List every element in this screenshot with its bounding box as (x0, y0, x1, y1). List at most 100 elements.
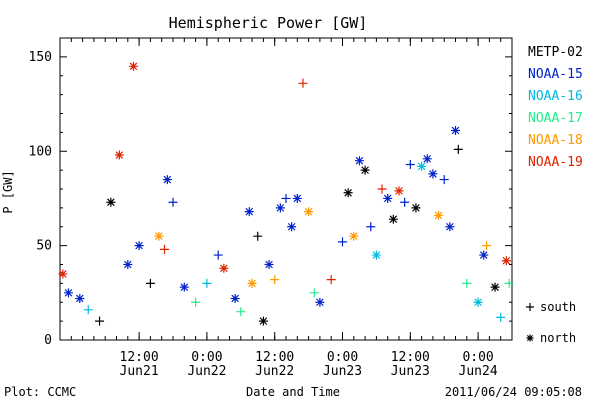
data-point-north (219, 263, 229, 273)
legend-entry: METP-02 (528, 45, 583, 60)
data-point-north (473, 297, 483, 307)
x-tick-sublabel: Jun21 (120, 364, 159, 379)
data-point-north (75, 293, 85, 303)
y-tick-label: 0 (44, 333, 52, 348)
data-point-north (383, 193, 393, 203)
chart-title: Hemispheric Power [GW] (169, 14, 368, 32)
data-point-south (213, 250, 223, 260)
data-point-south (453, 144, 463, 154)
data-point-north (388, 214, 398, 224)
data-point-south (400, 197, 410, 207)
data-point-north (292, 193, 302, 203)
data-point-south (309, 288, 319, 298)
data-point-north (58, 269, 68, 279)
data-point-south (270, 275, 280, 285)
data-point-south (145, 278, 155, 288)
data-point-south (281, 193, 291, 203)
x-tick-label: 12:00 (391, 350, 430, 365)
y-axis-label: P [GW] (1, 170, 15, 213)
legend-entry: NOAA-15 (528, 67, 583, 82)
hemisphere-legend: south north (526, 300, 576, 345)
legend-entry: NOAA-17 (528, 111, 583, 126)
data-point-north (230, 293, 240, 303)
data-point-north (411, 203, 421, 213)
data-point-south (160, 244, 170, 254)
data-point-north (123, 260, 133, 269)
data-point-north (428, 169, 438, 179)
data-point-north (451, 125, 460, 135)
data-point-south (326, 275, 336, 285)
data-point-south (366, 222, 376, 232)
data-point-south (191, 297, 201, 307)
legend-entry: NOAA-18 (528, 133, 583, 148)
data-point-south (482, 241, 492, 251)
data-point-north (275, 203, 285, 213)
data-point-south (236, 307, 246, 317)
data-point-south (504, 278, 514, 288)
x-tick-sublabel: Jun23 (391, 364, 430, 379)
x-axis-label: Date and Time (246, 385, 340, 399)
data-point-south (405, 159, 415, 169)
plot-axes: 05010015012:00Jun210:00Jun2212:00Jun220:… (29, 37, 513, 379)
data-point-north (179, 282, 189, 292)
data-point-south (95, 316, 105, 326)
data-point-north (417, 161, 427, 171)
data-point-south (439, 175, 449, 185)
x-tick-sublabel: Jun23 (323, 364, 362, 379)
x-tick-label: 12:00 (255, 350, 294, 365)
data-point-north (445, 222, 455, 232)
hemisphere-label: south (540, 300, 576, 314)
data-point-north (394, 186, 404, 196)
data-point-south (496, 312, 506, 322)
data-point-north (315, 297, 325, 307)
series-legend: METP-02 NOAA-15 NOAA-16 NOAA-17 NOAA-18 NOAA-… (528, 45, 583, 170)
data-point-south (202, 278, 212, 288)
legend-marker-north (526, 334, 534, 342)
data-point-north (287, 222, 297, 232)
data-point-north (134, 241, 144, 251)
x-tick-label: 0:00 (327, 350, 358, 365)
data-point-north (247, 278, 257, 288)
data-point-north (154, 231, 164, 241)
data-point-north (304, 207, 314, 217)
data-point-south (83, 305, 93, 315)
data-point-south (338, 237, 347, 247)
y-tick-label: 50 (36, 239, 52, 254)
data-point-north (162, 175, 172, 185)
legend-entry: NOAA-19 (528, 155, 583, 170)
data-points (58, 61, 514, 326)
plot-frame (59, 37, 513, 341)
data-point-north (244, 207, 254, 217)
data-point-south (462, 278, 472, 288)
data-point-north (264, 260, 274, 269)
x-tick-label: 0:00 (191, 350, 222, 365)
legend-entry: NOAA-16 (528, 89, 583, 104)
data-point-north (343, 188, 353, 198)
data-point-north (63, 288, 73, 298)
data-point-north (354, 156, 364, 166)
data-point-north (114, 150, 124, 160)
data-point-north (501, 256, 511, 266)
x-tick-sublabel: Jun22 (255, 364, 294, 379)
data-point-north (422, 154, 432, 164)
x-tick-label: 12:00 (120, 350, 159, 365)
data-point-north (360, 165, 370, 175)
data-point-south (253, 231, 263, 241)
data-point-north (479, 250, 489, 260)
data-point-south (298, 78, 308, 88)
data-point-north (106, 197, 116, 207)
data-point-north (371, 250, 381, 260)
x-tick-label: 0:00 (462, 350, 493, 365)
data-point-north (434, 210, 444, 220)
y-tick-label: 100 (29, 144, 52, 159)
footer-timestamp: 2011/06/24 09:05:08 (445, 385, 582, 399)
data-point-north (128, 61, 138, 71)
data-point-south (377, 184, 387, 194)
data-point-north (349, 231, 359, 241)
data-point-north (490, 282, 500, 292)
footer-credit: Plot: CCMC (4, 385, 76, 399)
hemisphere-label: north (540, 331, 576, 345)
x-tick-sublabel: Jun24 (459, 364, 498, 379)
data-point-north (258, 316, 268, 326)
